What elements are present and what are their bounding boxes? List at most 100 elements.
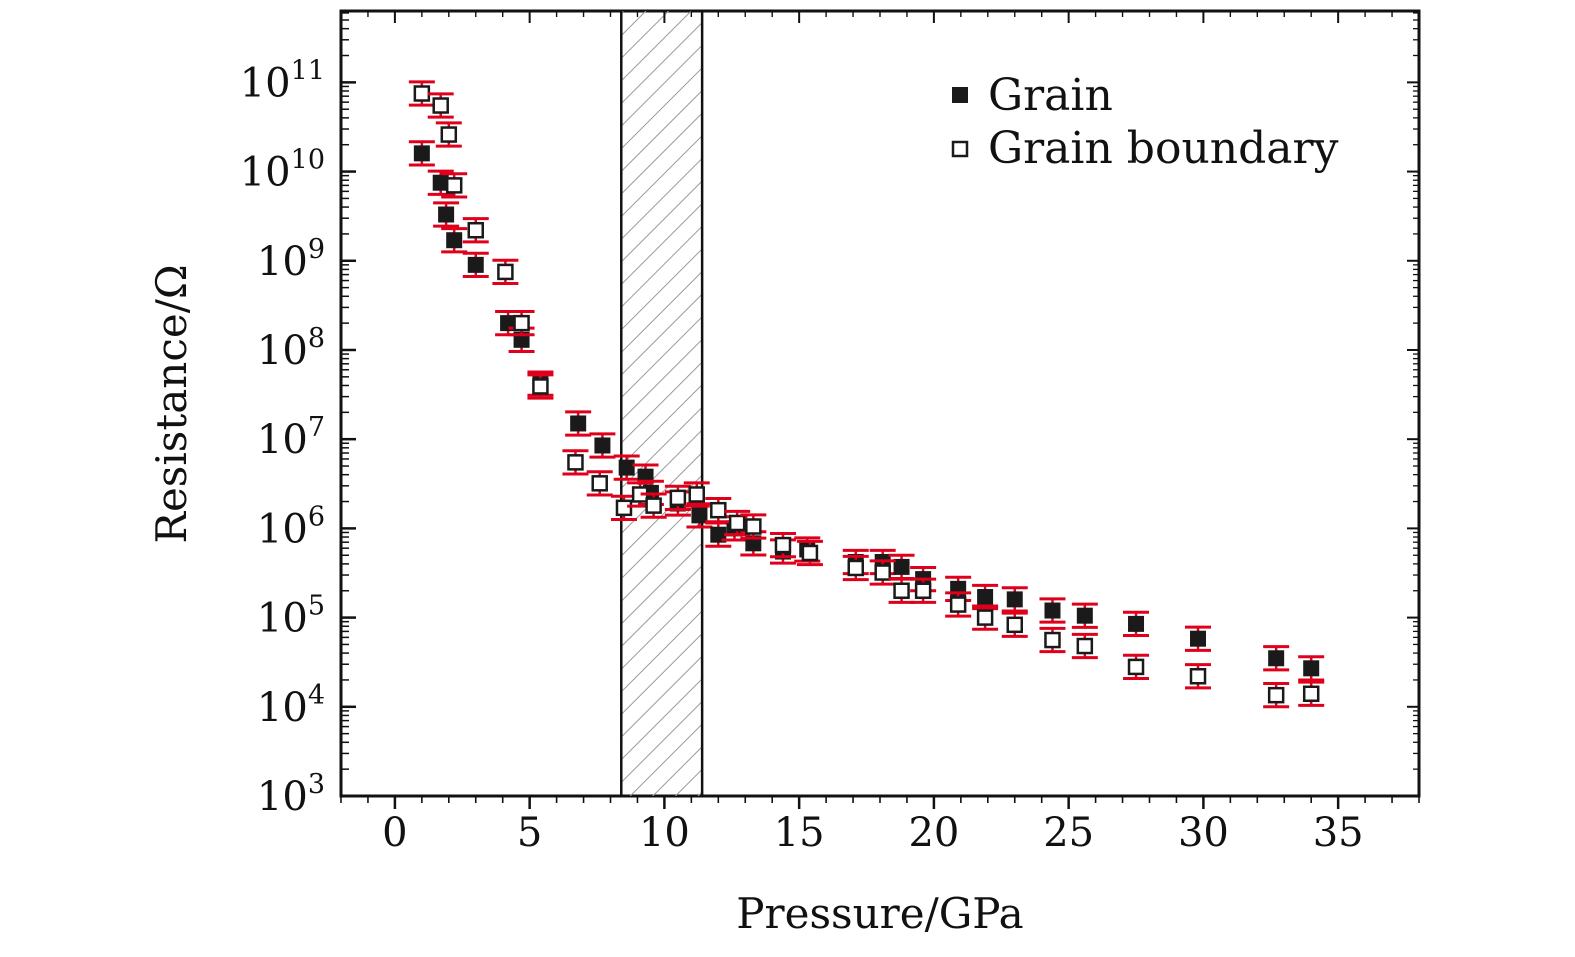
x-axis-title: Pressure/GPa [736, 889, 1023, 938]
marker-filled-square [1128, 615, 1145, 632]
marker-open-square [976, 609, 994, 626]
marker-open-square [567, 454, 584, 471]
y-tick-label: 1011 [240, 55, 325, 106]
legend: Grain Grain boundary [951, 70, 1339, 174]
marker-open-square [467, 221, 484, 239]
marker-open-square [1267, 686, 1285, 704]
marker-open-square [688, 486, 705, 503]
marker-open-square [728, 514, 746, 532]
legend-marker-grain-boundary [951, 140, 969, 158]
x-tick-label: 15 [774, 810, 825, 856]
marker-filled-square [977, 589, 994, 606]
shaded-region-layer [620, 11, 704, 796]
data-point [1001, 611, 1028, 638]
y-tick-label: 104 [257, 680, 325, 731]
marker-open-square [413, 85, 431, 102]
data-point [1298, 655, 1325, 682]
data-point [683, 481, 710, 508]
marker-filled-square [446, 232, 463, 249]
marker-open-square [497, 263, 514, 281]
x-tick-label: 0 [382, 810, 407, 856]
legend-label-grain: Grain [988, 70, 1113, 121]
marker-open-square [1127, 658, 1145, 676]
data-point [441, 172, 468, 199]
data-point [1263, 645, 1290, 672]
marker-open-square [615, 499, 633, 517]
axis-ticks [340, 11, 1420, 809]
y-tick-label: 103 [257, 769, 325, 820]
marker-open-square [669, 489, 687, 507]
marker-filled-square [570, 415, 587, 432]
data-point [586, 470, 613, 497]
data-point [427, 169, 454, 196]
data-point [1039, 597, 1066, 624]
marker-filled-square [1044, 602, 1061, 619]
data-point [627, 481, 654, 508]
x-tick-label: 25 [1043, 810, 1094, 856]
x-tick-label: 30 [1178, 810, 1229, 856]
legend-label-grain-boundary: Grain boundary [988, 123, 1339, 174]
data-point [640, 492, 667, 519]
marker-open-square [532, 378, 549, 395]
marker-filled-square [1076, 607, 1093, 624]
y-tick-label: 108 [257, 323, 325, 374]
data-point [1071, 632, 1098, 660]
data-series [408, 80, 1325, 709]
data-point [740, 513, 767, 540]
marker-open-square [801, 544, 819, 562]
data-point [408, 140, 435, 167]
data-point [796, 539, 823, 567]
data-point [589, 432, 616, 459]
data-point [613, 454, 640, 481]
series-grain-boundary [408, 80, 1325, 709]
legend-marker-grain [952, 87, 968, 103]
data-point [433, 201, 460, 228]
x-tick-label: 10 [639, 810, 690, 856]
data-point [492, 258, 519, 286]
marker-filled-square [1303, 660, 1320, 677]
marker-filled-square [691, 507, 708, 524]
marker-filled-square [618, 459, 635, 476]
y-tick-label: 109 [257, 234, 325, 285]
marker-filled-square [1190, 630, 1207, 647]
data-point [462, 217, 489, 244]
data-point [910, 577, 937, 604]
data-point [1039, 626, 1066, 654]
data-point [441, 227, 468, 254]
data-point [888, 577, 915, 604]
marker-open-square [440, 126, 458, 143]
shaded-region [621, 11, 703, 796]
marker-open-square [949, 596, 967, 613]
data-point [705, 497, 732, 524]
data-point [527, 373, 554, 400]
marker-filled-square [1268, 650, 1285, 667]
data-point [508, 309, 535, 337]
marker-open-square [745, 518, 762, 535]
y-tick-label: 107 [257, 412, 325, 463]
data-point [972, 604, 999, 631]
marker-open-square [513, 314, 530, 332]
marker-open-square [774, 536, 792, 554]
marker-open-square [591, 475, 608, 492]
data-point [1071, 602, 1098, 629]
data-point [686, 502, 713, 529]
marker-open-square [710, 501, 727, 519]
data-point [1185, 663, 1212, 690]
data-point [427, 92, 454, 119]
y-tick-label: 1010 [240, 145, 325, 196]
data-point [1001, 586, 1028, 613]
marker-filled-square [413, 145, 430, 162]
data-point [1298, 680, 1325, 707]
marker-open-square [1302, 685, 1320, 703]
y-tick-labels: 103 104 105 106 107 108 109 1010 1011 [240, 55, 325, 820]
data-point [869, 559, 896, 586]
data-point [408, 80, 435, 107]
marker-open-square [645, 497, 662, 514]
marker-filled-square [1006, 591, 1023, 608]
marker-filled-square [432, 174, 449, 191]
series-grain [408, 140, 1325, 682]
data-point [1185, 625, 1212, 652]
y-axis-title: Resistance/Ω [147, 264, 196, 543]
marker-open-square [1044, 631, 1061, 649]
